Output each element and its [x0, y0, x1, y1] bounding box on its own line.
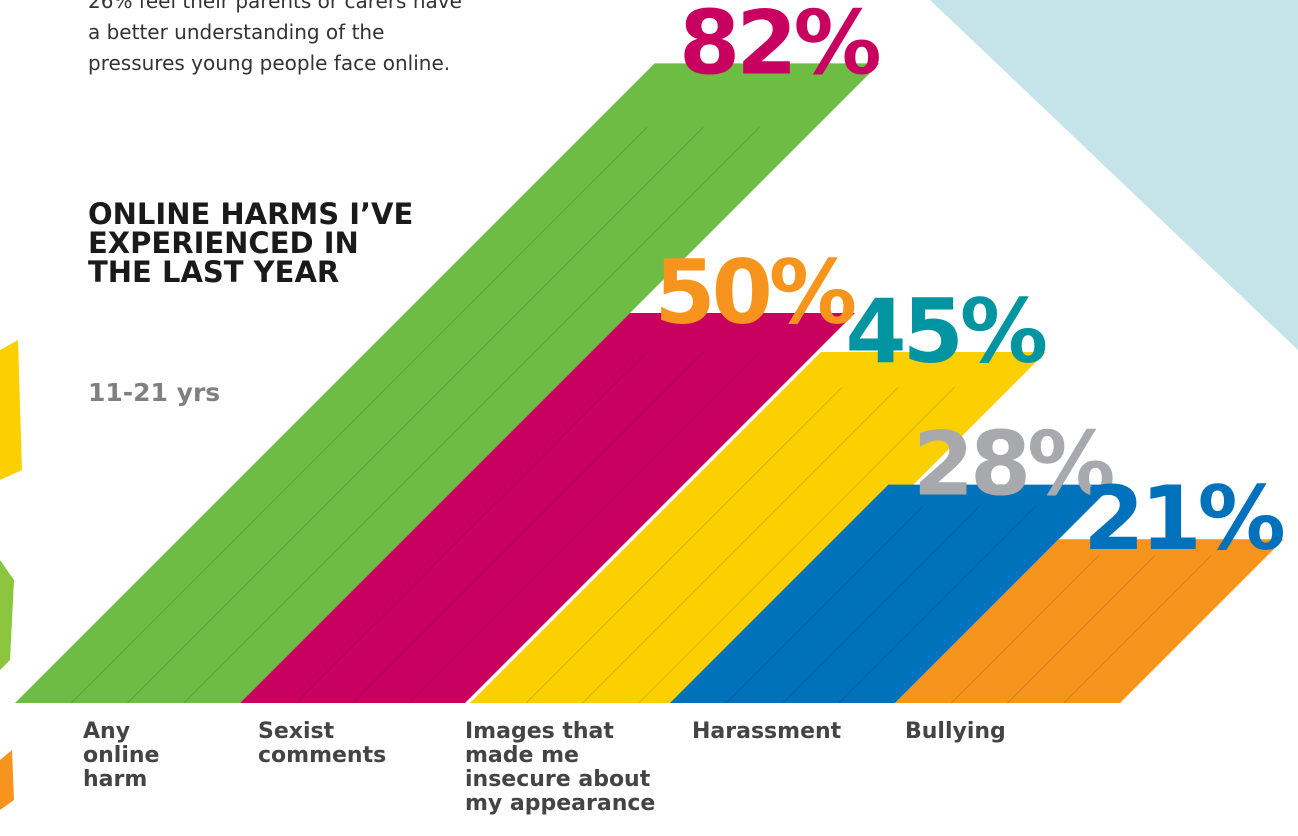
value-label: 21% [1083, 467, 1283, 570]
bar-stripe [725, 506, 924, 704]
value-label: 45% [845, 280, 1045, 383]
bar-stripe [127, 127, 704, 704]
bar-stripe [525, 386, 843, 704]
intro-text: 26% feel their parents or carers have a … [88, 0, 462, 75]
decoration [0, 560, 14, 670]
decoration [0, 750, 14, 810]
bar-stripe [183, 127, 760, 704]
category-label: Sexist comments [258, 719, 387, 768]
decoration [0, 340, 22, 480]
background-shape [930, 0, 1298, 350]
value-labels: 82% 50%45% 28%21% [654, 0, 1287, 570]
bar-stripe [782, 506, 980, 704]
category-label: Any online harm [83, 719, 160, 792]
bars [15, 63, 1284, 704]
bar [15, 63, 880, 703]
bar-stripe [582, 386, 899, 704]
category-label: Harassment [692, 719, 842, 744]
bar-stripe [408, 351, 761, 704]
bar-stripe [70, 127, 648, 704]
bar [470, 352, 1046, 703]
chart-title: ONLINE HARMS I’VE EXPERIENCED IN THE LAS… [88, 197, 414, 289]
bar-stripe [295, 351, 648, 704]
value-label: 28% [913, 413, 1113, 516]
bar [895, 539, 1284, 703]
bar-stripe [352, 351, 704, 704]
bar [670, 484, 1114, 703]
bar-stripe [1063, 555, 1212, 704]
chart-subtitle: 11-21 yrs [88, 378, 221, 407]
bar [240, 313, 855, 703]
bar-stripe [1007, 555, 1156, 704]
bar-stripe [838, 506, 1036, 704]
bar-stripe [950, 555, 1100, 704]
value-label: 50% [654, 241, 854, 344]
value-label: 82% [679, 0, 879, 94]
category-label: Bullying [905, 719, 1006, 744]
bar-stripe [638, 386, 956, 704]
category-label: Images that made me insecure about my ap… [465, 719, 656, 816]
